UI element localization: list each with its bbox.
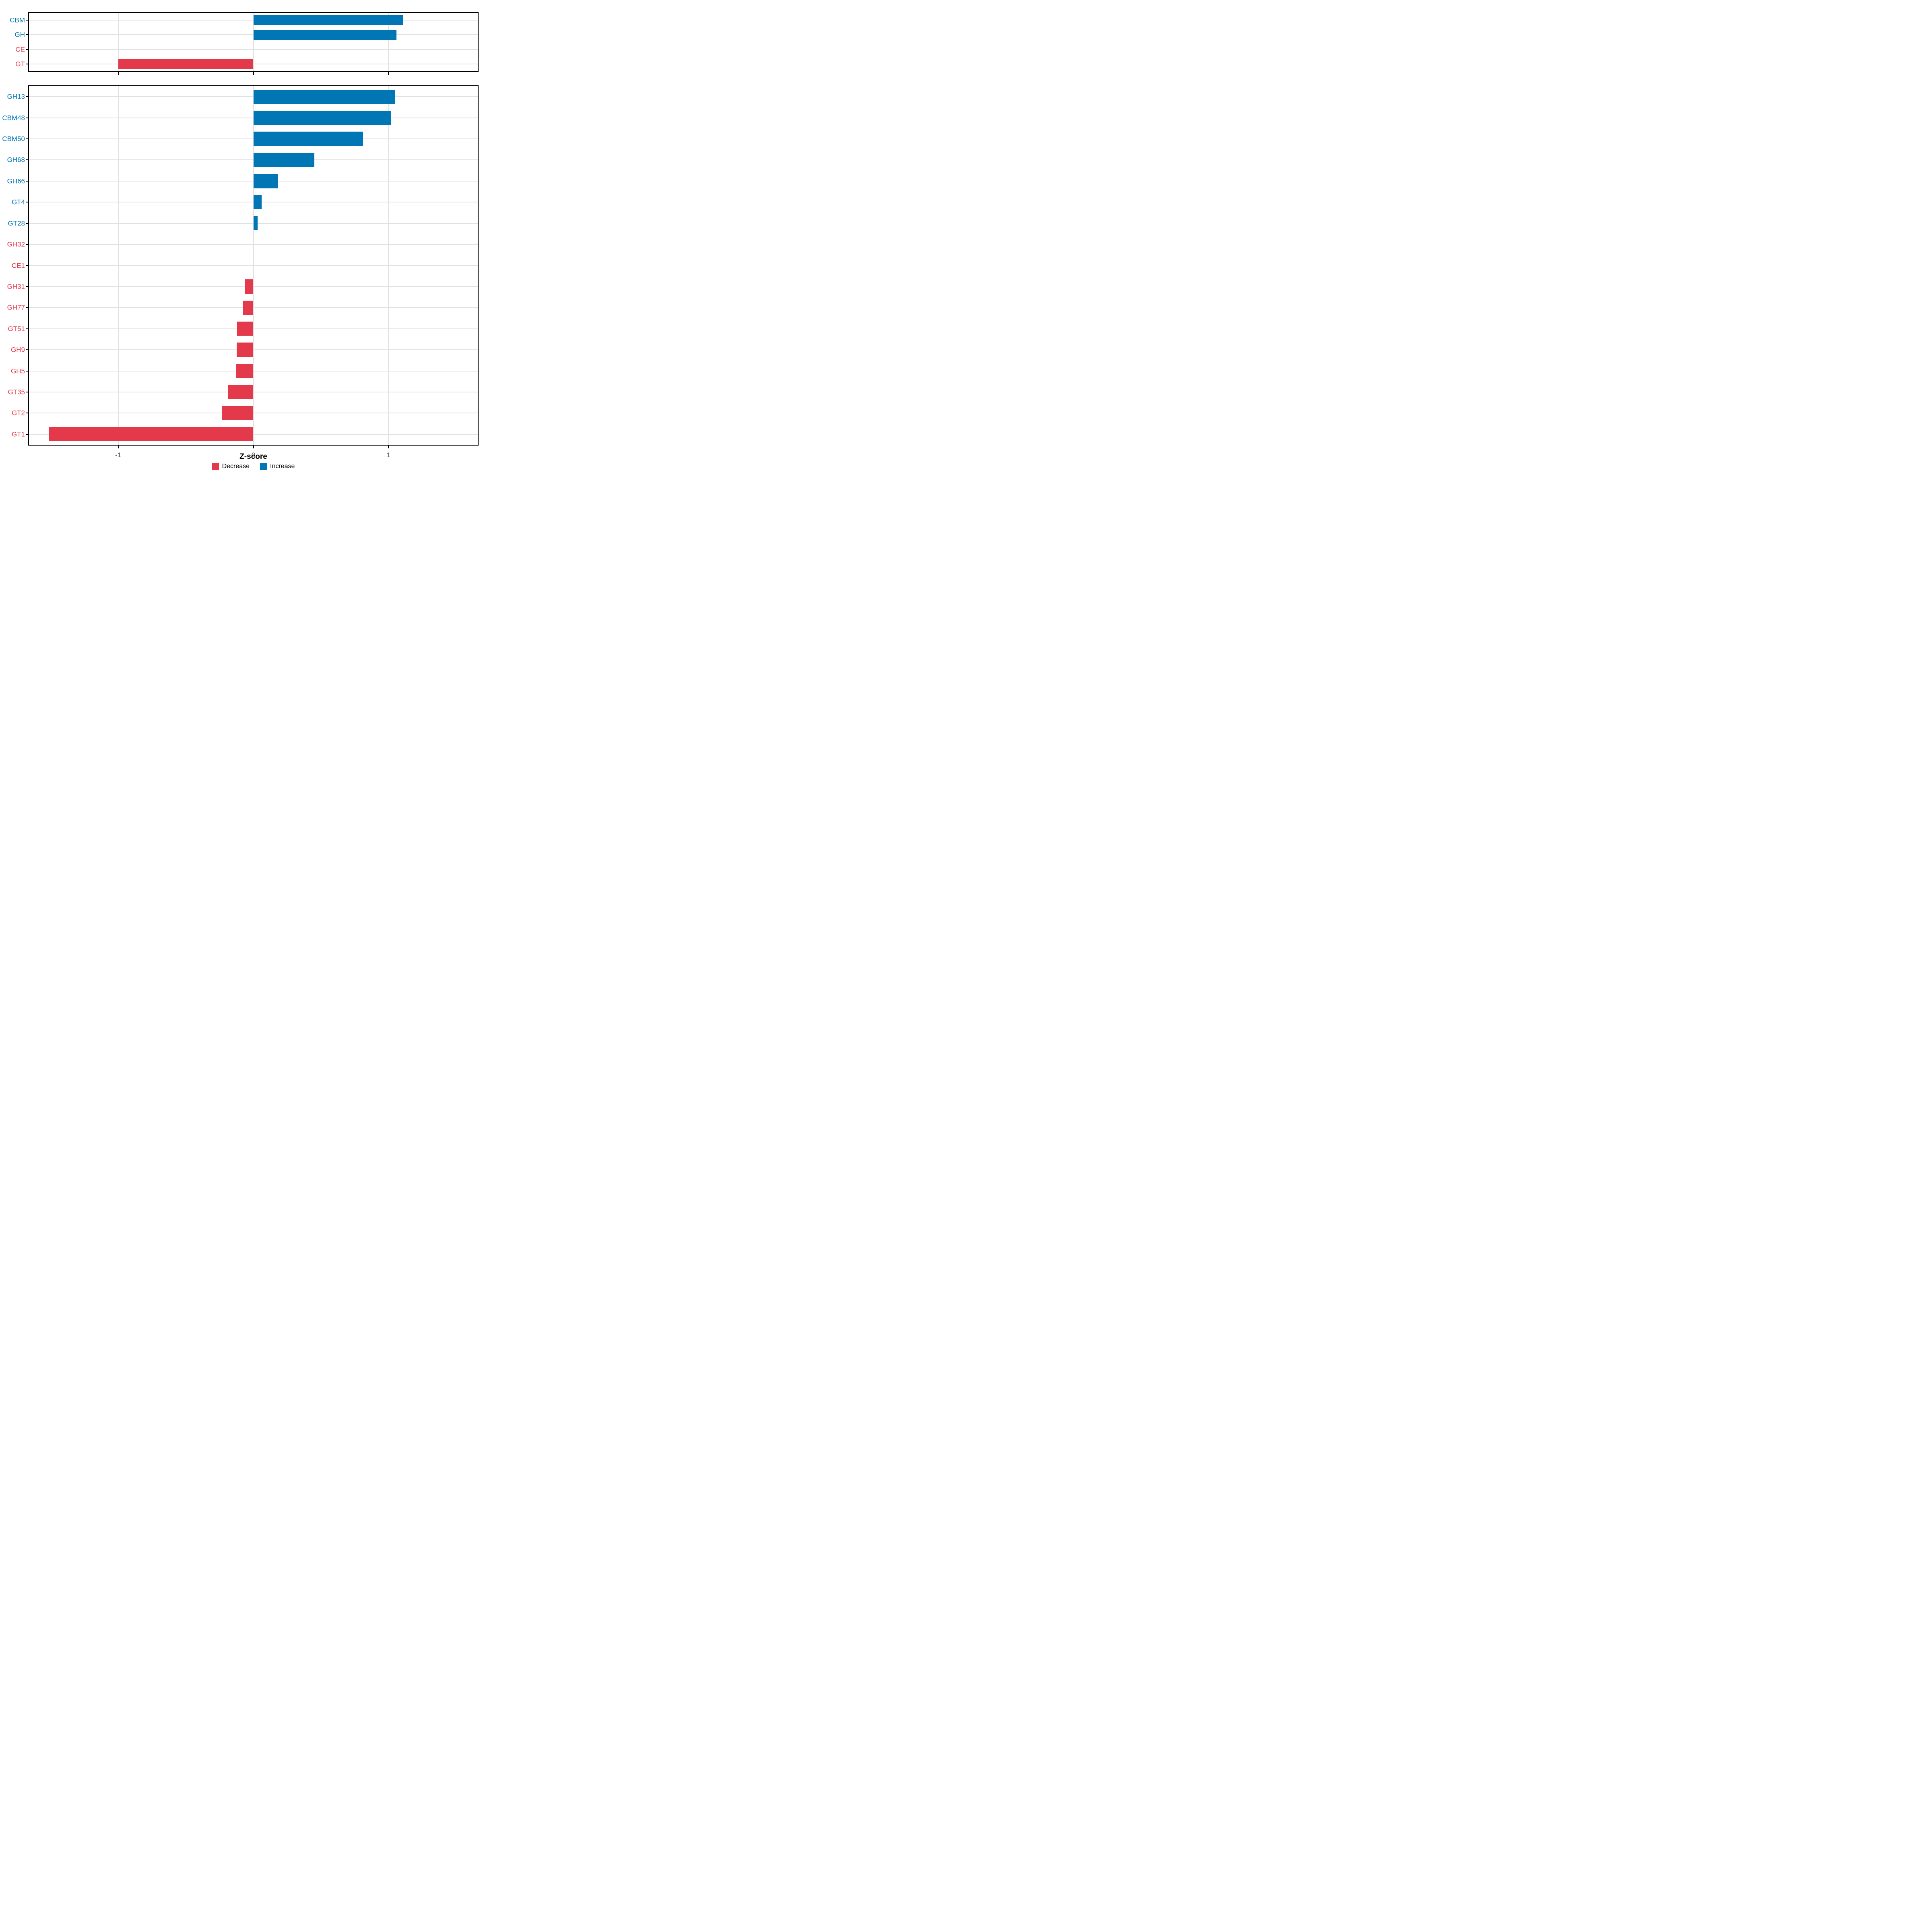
y-axis-tick xyxy=(26,34,28,35)
bar xyxy=(253,30,397,40)
x-gridline xyxy=(118,13,119,71)
bar xyxy=(253,89,396,104)
x-gridline xyxy=(388,13,389,71)
y-axis-tick xyxy=(26,328,28,329)
y-axis-label: GH13 xyxy=(7,93,25,101)
y-gridline xyxy=(29,265,478,266)
y-axis-label: GT4 xyxy=(11,198,25,206)
x-axis-tick xyxy=(388,446,389,448)
bar xyxy=(245,279,254,294)
bar xyxy=(253,132,363,146)
bar xyxy=(252,237,254,252)
y-axis-tick xyxy=(26,180,28,182)
y-axis-label: GH32 xyxy=(7,240,25,248)
bar xyxy=(242,300,254,315)
y-axis-label: GT35 xyxy=(8,388,25,396)
y-gridline xyxy=(29,286,478,287)
y-axis-label: GH77 xyxy=(7,303,25,312)
y-axis-tick xyxy=(26,159,28,161)
y-axis-label: GH68 xyxy=(7,156,25,164)
y-axis-tick xyxy=(26,138,28,140)
bottom-panel: -1 0 1 GH13 CBM48 CBM50 GH68 GH66 GT4 GT28 GH32 CE1… xyxy=(2,85,479,459)
y-axis-tick xyxy=(26,20,28,21)
y-gridline xyxy=(29,307,478,308)
x-tick-label: 1 xyxy=(386,451,391,459)
y-axis-label: CE xyxy=(15,45,25,54)
y-axis-label: GH66 xyxy=(7,177,25,185)
y-axis-label: GT xyxy=(15,60,25,68)
y-axis-label: GT2 xyxy=(11,409,25,417)
y-axis-label: CE1 xyxy=(11,262,25,269)
x-axis-tick xyxy=(118,446,119,448)
top-panel: CBM GH CE GT xyxy=(10,12,479,75)
y-axis-tick xyxy=(26,349,28,351)
bar xyxy=(253,174,278,188)
y-axis-label: GH31 xyxy=(7,283,25,291)
y-axis-label: GT28 xyxy=(8,219,25,227)
y-axis-tick xyxy=(26,244,28,245)
y-gridline xyxy=(29,244,478,245)
x-axis-tick xyxy=(118,72,119,75)
y-axis-tick xyxy=(26,307,28,308)
legend: Decrease Increase xyxy=(28,463,479,470)
y-axis-tick xyxy=(26,370,28,372)
x-tick-label: 0 xyxy=(251,451,256,459)
y-axis-tick xyxy=(26,433,28,435)
y-gridline xyxy=(29,328,478,329)
y-axis-label: GH5 xyxy=(11,367,25,375)
y-axis-label: CBM xyxy=(10,16,25,24)
bar xyxy=(237,322,254,336)
y-axis-tick xyxy=(26,223,28,224)
y-axis-tick xyxy=(26,286,28,287)
y-axis-label: GT1 xyxy=(11,430,25,438)
y-axis-label: CBM50 xyxy=(2,135,25,143)
y-axis-tick xyxy=(26,265,28,266)
y-axis-label: CBM48 xyxy=(2,114,25,122)
y-gridline xyxy=(29,49,478,50)
x-tick-label: -1 xyxy=(115,451,122,459)
bar xyxy=(49,427,254,442)
bar xyxy=(118,59,254,69)
bar xyxy=(253,15,404,25)
bar xyxy=(236,343,254,357)
y-axis-label: GH xyxy=(14,31,25,39)
bar xyxy=(253,216,258,231)
bar xyxy=(253,153,314,167)
x-gridline xyxy=(253,13,254,71)
bar xyxy=(235,363,254,378)
y-axis-tick xyxy=(26,96,28,97)
y-axis-label: GT51 xyxy=(8,325,25,333)
bar xyxy=(253,195,262,209)
bar-chart-figure: CBM GH CE GT -1 0 1 GH13 CBM48 CBM50 GH68 GH66 GT4 G… xyxy=(0,0,483,483)
x-axis-tick xyxy=(388,72,389,75)
y-gridline xyxy=(29,349,478,351)
x-axis-title: Z-score xyxy=(239,452,267,461)
x-axis-tick xyxy=(253,446,254,448)
y-axis-tick xyxy=(26,49,28,50)
y-gridline xyxy=(29,370,478,372)
bar xyxy=(252,258,254,273)
y-axis-label: GH9 xyxy=(11,346,25,354)
legend-decrease-label: Decrease xyxy=(222,463,250,470)
bar xyxy=(253,110,392,125)
y-gridline xyxy=(29,433,478,435)
bar xyxy=(227,385,254,399)
bar xyxy=(222,406,254,421)
legend-increase-label: Increase xyxy=(270,463,295,470)
legend-decrease-swatch xyxy=(212,463,219,470)
legend-increase-swatch xyxy=(260,463,267,470)
x-axis-tick xyxy=(253,72,254,75)
bar xyxy=(252,44,254,54)
